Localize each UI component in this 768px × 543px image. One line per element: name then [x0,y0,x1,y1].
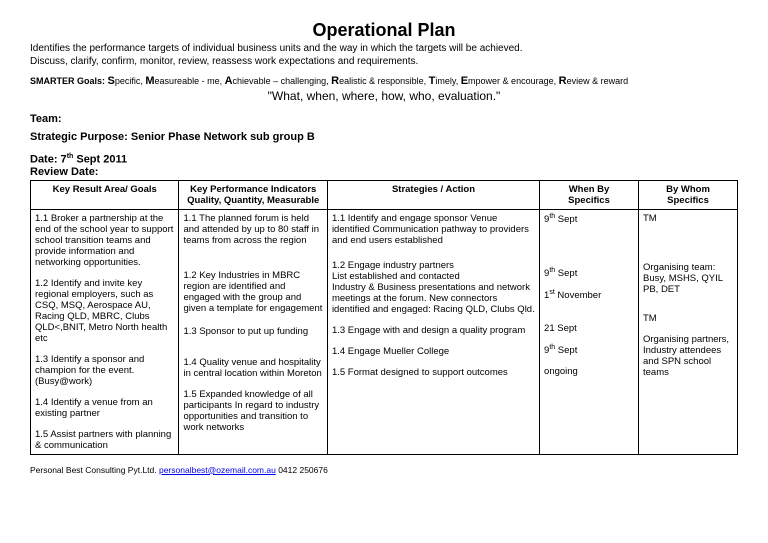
team-label: Team: [30,113,738,125]
page-title: Operational Plan [30,20,738,41]
description-line-2: Discuss, clarify, confirm, monitor, revi… [30,56,738,67]
date-line: Date: 7th Sept 2011 [30,153,738,166]
header-kpi: Key Performance IndicatorsQuality, Quant… [179,180,327,209]
header-goals: Key Result Area/ Goals [31,180,179,209]
footer-email-link[interactable]: personalbest@ozemail.com.au [159,465,276,475]
smarter-label: SMARTER Goals: [30,76,108,86]
footer-company: Personal Best Consulting Pyt.Ltd. [30,465,159,475]
smarter-goals-line: SMARTER Goals: Specific, Measureable - m… [30,75,738,87]
header-when: When BySpecifics [540,180,639,209]
evaluation-line: "What, when, where, how, who, evaluation… [30,89,738,103]
table-row: 1.1 Broker a partnership at the end of t… [31,209,738,454]
header-strategies: Strategies / Action [327,180,539,209]
cell-strategies: 1.1 Identify and engage sponsor Venue id… [327,209,539,454]
cell-when: 9th Sept 9th Sept 1st November 21 Sept 9… [540,209,639,454]
description-line-1: Identifies the performance targets of in… [30,43,738,54]
footer: Personal Best Consulting Pyt.Ltd. person… [30,465,738,475]
footer-phone: 0412 250676 [276,465,328,475]
cell-goals: 1.1 Broker a partnership at the end of t… [31,209,179,454]
review-date-line: Review Date: [30,166,738,178]
cell-whom: TM Organising team: Busy, MSHS, QYIL PB,… [639,209,738,454]
operational-plan-table: Key Result Area/ Goals Key Performance I… [30,180,738,455]
strategic-purpose: Strategic Purpose: Senior Phase Network … [30,131,738,143]
header-whom: By WhomSpecifics [639,180,738,209]
table-header-row: Key Result Area/ Goals Key Performance I… [31,180,738,209]
cell-kpi: 1.1 The planned forum is held and attend… [179,209,327,454]
